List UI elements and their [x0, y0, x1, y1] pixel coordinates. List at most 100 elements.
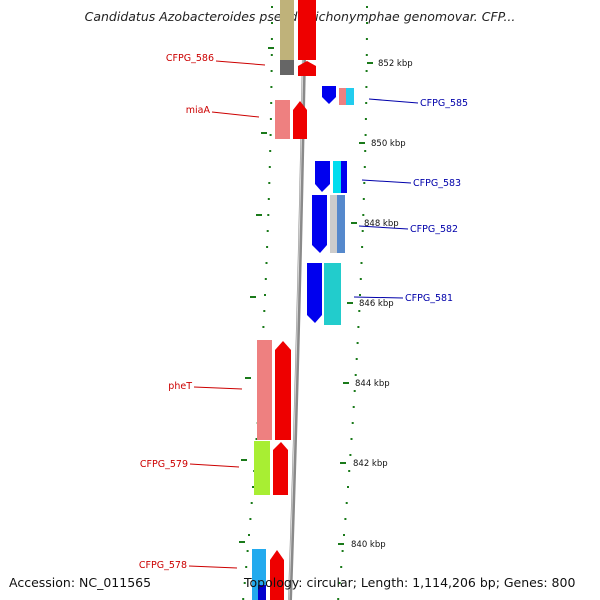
- gene-label-cfpg-582[interactable]: CFPG_582: [410, 224, 458, 235]
- ring-dot: [249, 518, 252, 520]
- ring-dot: [345, 502, 348, 504]
- gene-label-miaa[interactable]: miaA: [186, 105, 211, 116]
- ring-dot: [337, 598, 340, 600]
- ring-dot: [266, 246, 269, 248]
- gene-block: [337, 195, 345, 253]
- ring-dot: [364, 118, 367, 120]
- ring-dot: [348, 470, 351, 472]
- scale-label-852: 852 kbp: [378, 59, 413, 69]
- scale-label-848: 848 kbp: [364, 219, 399, 229]
- gene-block: [257, 340, 272, 440]
- ring-dot: [245, 566, 248, 568]
- ring-dot: [268, 182, 271, 184]
- gene-arrow: [275, 341, 291, 440]
- ring-dot: [344, 518, 347, 520]
- ring-dot: [243, 582, 246, 584]
- gene-block: [339, 88, 346, 105]
- inner-ring-ticks: [239, 47, 274, 543]
- ring-dot: [365, 102, 368, 104]
- ring-dot: [361, 246, 364, 248]
- ring-dot: [250, 502, 253, 504]
- gene-block: [330, 195, 337, 253]
- ring-dot: [352, 406, 355, 408]
- gene-arrow: [322, 86, 336, 104]
- ring-dot: [366, 6, 368, 8]
- ring-dot: [271, 22, 273, 24]
- ring-dot: [267, 214, 270, 216]
- gene-arrow: [273, 442, 288, 495]
- ring-dot: [366, 22, 368, 24]
- ring-dot: [363, 166, 366, 168]
- gene-block: [280, 0, 294, 60]
- scale-label-840: 840 kbp: [351, 540, 386, 550]
- ring-dot: [360, 262, 363, 264]
- ring-dot: [365, 70, 368, 72]
- gene-block: [275, 100, 290, 139]
- gene-label-phet[interactable]: pheT: [168, 381, 192, 392]
- ring-dot: [359, 278, 362, 280]
- genome-backbone-highlight: [288, 0, 305, 600]
- ring-dot: [264, 294, 266, 296]
- ring-dot: [362, 198, 365, 200]
- ring-dot: [246, 550, 249, 552]
- scale-label-846: 846 kbp: [359, 299, 394, 309]
- ring-dot: [341, 550, 344, 552]
- ring-dot: [271, 6, 273, 8]
- ring-dot: [270, 54, 273, 56]
- topology-text: Topology: circular; Length: 1,114,206 bp…: [244, 575, 576, 590]
- ring-dot: [363, 182, 366, 184]
- ring-dot: [268, 166, 271, 168]
- gene-block: [324, 263, 341, 325]
- gene-label-cfpg-583[interactable]: CFPG_583: [413, 178, 461, 189]
- ring-dot: [265, 262, 268, 264]
- scale-label-844: 844 kbp: [355, 379, 390, 389]
- gene-label-cfpg-585[interactable]: CFPG_585: [420, 98, 468, 109]
- ring-dot: [357, 326, 360, 328]
- gene-label-cfpg-581[interactable]: CFPG_581: [405, 293, 453, 304]
- ring-dot: [351, 422, 354, 424]
- scale-label-842: 842 kbp: [353, 459, 388, 469]
- gene-block: [341, 161, 347, 193]
- ring-dot: [242, 598, 245, 600]
- ring-dot: [263, 310, 266, 312]
- ring-dot: [270, 86, 273, 88]
- gene-label-cfpg-579[interactable]: CFPG_579: [140, 459, 188, 470]
- ring-dot: [267, 198, 270, 200]
- gene-block: [280, 60, 294, 75]
- ring-dot: [361, 230, 364, 232]
- genome-backbone: [288, 0, 307, 600]
- ring-dot: [270, 102, 273, 104]
- ring-dot: [252, 486, 254, 488]
- ring-dot: [262, 326, 265, 328]
- ring-dot: [347, 486, 349, 488]
- ring-dot: [365, 38, 368, 40]
- ring-dot: [338, 582, 341, 584]
- gene-blocks-left: [252, 0, 316, 600]
- ring-dot: [365, 86, 368, 88]
- gene-arrow: [298, 61, 316, 76]
- ring-dot: [343, 534, 345, 536]
- ring-dot: [269, 118, 272, 120]
- ring-dot: [255, 438, 258, 440]
- gene-arrow: [270, 550, 284, 600]
- gene-label-cfpg-586[interactable]: CFPG_586: [166, 53, 214, 64]
- ring-dot: [353, 390, 356, 392]
- gene-arrow: [315, 161, 330, 192]
- gene-label-cfpg-578[interactable]: CFPG_578: [139, 560, 187, 571]
- scale-ticks: [338, 62, 373, 545]
- gene-block: [298, 0, 316, 60]
- ring-dot: [356, 342, 359, 344]
- scale-label-850: 850 kbp: [371, 139, 406, 149]
- ring-dot: [354, 374, 357, 376]
- ring-dot: [364, 150, 367, 152]
- ring-dot: [269, 150, 272, 152]
- ring-dot: [364, 134, 367, 136]
- gene-block: [333, 161, 341, 193]
- gene-block: [258, 585, 266, 600]
- gene-arrow: [307, 263, 322, 323]
- ring-dot: [359, 294, 361, 296]
- gene-block: [346, 88, 354, 105]
- ring-dot: [270, 38, 273, 40]
- label-leaders: [188, 60, 419, 569]
